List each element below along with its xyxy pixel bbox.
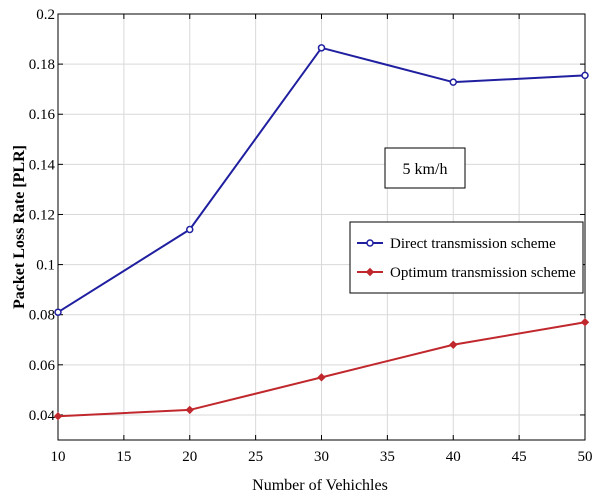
legend-label-direct: Direct transmission scheme	[390, 236, 556, 252]
data-point-optimum	[53, 411, 63, 421]
legend-label-optimum: Optimum transmission scheme	[390, 265, 576, 281]
data-point-direct	[449, 78, 457, 86]
y-tick-label: 0.14	[29, 157, 56, 173]
y-tick-label: 0.08	[29, 308, 55, 324]
annotation-box	[384, 147, 466, 189]
x-tick-label: 20	[182, 449, 197, 465]
data-point-direct	[317, 44, 326, 52]
y-tick-label: 0.12	[29, 207, 55, 223]
data-point-direct	[581, 71, 589, 80]
x-tick-label: 25	[248, 449, 263, 465]
x-tick-label: 15	[116, 449, 131, 465]
data-point-direct	[186, 225, 194, 234]
y-tick-label: 0.1	[36, 258, 55, 274]
x-tick-label: 10	[51, 449, 66, 465]
speed-annotation: 5 km/h	[384, 147, 466, 189]
x-axis-label: Number of Vehichles	[252, 477, 388, 494]
y-tick-label: 0.06	[29, 358, 56, 374]
y-tick-label: 0.2	[36, 7, 55, 23]
x-tick-label: 50	[578, 449, 593, 465]
y-tick-label: 0.18	[29, 57, 55, 73]
x-tick-label: 40	[446, 449, 461, 465]
data-point-optimum	[317, 373, 326, 382]
data-point-optimum	[449, 340, 458, 349]
annotation-text: 5 km/h	[403, 161, 448, 178]
x-tick-label: 30	[314, 449, 329, 465]
legend: Direct transmission scheme Optimum trans…	[349, 221, 584, 294]
data-point-direct	[54, 308, 62, 316]
series-layer	[53, 44, 590, 421]
y-tick-label: 0.04	[29, 408, 56, 424]
y-axis-label: Packet Loss Rate [PLR]	[11, 145, 28, 309]
data-point-optimum	[185, 405, 194, 415]
legend-marker-direct	[366, 239, 374, 247]
axis-ticks: 10 15 20 25 30 35 40 45 50 0.04 0.06 0.08 0.1 0.12 0.1…	[29, 7, 593, 465]
y-tick-label: 0.16	[29, 107, 56, 123]
x-tick-label: 45	[512, 449, 527, 465]
legend-marker-optimum	[365, 267, 375, 277]
x-tick-label: 35	[380, 449, 395, 465]
data-point-optimum	[580, 318, 590, 327]
legend-box	[349, 221, 584, 294]
